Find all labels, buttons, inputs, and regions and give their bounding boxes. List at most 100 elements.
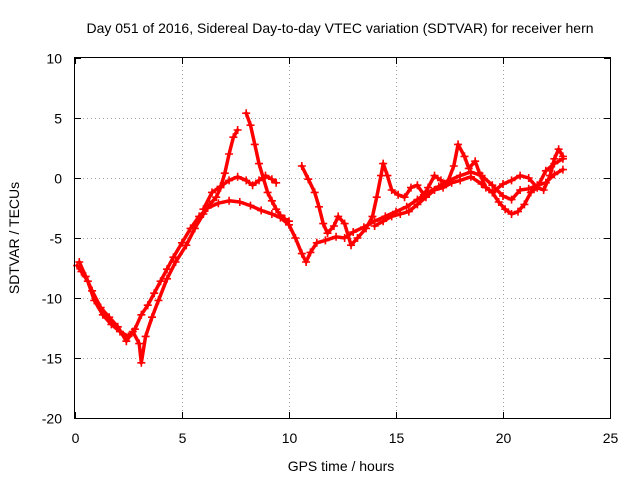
data-point bbox=[488, 181, 497, 190]
data-point bbox=[285, 217, 293, 226]
x-tick-label: 5 bbox=[179, 430, 187, 446]
data-point bbox=[349, 228, 358, 236]
series-line bbox=[75, 167, 565, 339]
data-point bbox=[263, 188, 272, 197]
data-point bbox=[520, 200, 529, 209]
series-line bbox=[77, 128, 240, 365]
data-point bbox=[539, 186, 548, 194]
data-point bbox=[372, 193, 381, 202]
data-point bbox=[439, 183, 448, 192]
data-point bbox=[128, 327, 137, 336]
data-point bbox=[466, 172, 475, 181]
data-point bbox=[267, 175, 276, 184]
data-point bbox=[447, 178, 456, 187]
data-point bbox=[400, 193, 409, 202]
data-point bbox=[421, 193, 430, 202]
data-point bbox=[340, 219, 349, 228]
data-point bbox=[430, 186, 439, 194]
data-point bbox=[413, 200, 422, 209]
data-point bbox=[178, 238, 186, 247]
data-point bbox=[558, 154, 567, 163]
data-point bbox=[526, 188, 535, 197]
y-axis-label: SDTVAR / TECUs bbox=[6, 182, 22, 294]
data-point bbox=[501, 205, 510, 214]
data-point bbox=[113, 322, 122, 331]
chart-title: Day 051 of 2016, Sidereal Day-to-day VTE… bbox=[86, 20, 593, 36]
data-point bbox=[304, 175, 313, 184]
data-point bbox=[163, 274, 172, 283]
data-point bbox=[233, 126, 242, 134]
data-point bbox=[513, 207, 522, 216]
data-point bbox=[250, 140, 259, 149]
data-point bbox=[558, 165, 567, 174]
data-point bbox=[248, 181, 257, 190]
data-point bbox=[259, 174, 268, 182]
data-point bbox=[267, 196, 276, 205]
data-point bbox=[319, 219, 328, 228]
x-tick-label: 0 bbox=[72, 430, 80, 446]
data-point bbox=[449, 162, 458, 170]
data-point bbox=[135, 339, 144, 348]
data-point bbox=[499, 180, 507, 188]
data-point bbox=[297, 249, 306, 258]
data-point bbox=[362, 224, 371, 233]
y-tick-label: -20 bbox=[42, 411, 62, 427]
data-point bbox=[460, 152, 469, 161]
data-point bbox=[212, 193, 221, 202]
data-point bbox=[323, 229, 332, 238]
data-point bbox=[207, 188, 216, 197]
data-point bbox=[267, 210, 276, 218]
data-point bbox=[229, 133, 238, 142]
data-point bbox=[272, 205, 281, 214]
data-point bbox=[456, 176, 465, 185]
data-point bbox=[137, 310, 146, 319]
data-point bbox=[430, 171, 439, 180]
data-point bbox=[471, 157, 480, 166]
data-point bbox=[379, 217, 388, 226]
data-point bbox=[137, 358, 146, 367]
data-point bbox=[353, 234, 362, 242]
data-point bbox=[246, 201, 255, 210]
data-point bbox=[334, 212, 343, 221]
plot-frame bbox=[74, 57, 611, 419]
data-point bbox=[413, 181, 422, 190]
series-trace-e bbox=[297, 140, 567, 250]
data-point bbox=[163, 265, 172, 274]
data-point bbox=[88, 286, 97, 295]
x-tick-label: 10 bbox=[282, 430, 298, 446]
data-point bbox=[475, 169, 484, 178]
data-point bbox=[81, 272, 90, 281]
data-point bbox=[516, 186, 525, 194]
series-trace-f bbox=[370, 154, 567, 230]
data-point bbox=[242, 109, 251, 118]
data-point bbox=[533, 183, 542, 192]
data-point bbox=[404, 207, 413, 216]
data-point bbox=[546, 171, 555, 180]
x-tick-label: 15 bbox=[389, 430, 405, 446]
series-trace-b bbox=[75, 126, 242, 367]
data-point bbox=[454, 140, 463, 149]
data-point bbox=[280, 214, 289, 223]
data-point bbox=[321, 236, 330, 245]
data-point bbox=[220, 169, 229, 178]
series-line bbox=[300, 142, 565, 247]
data-point bbox=[310, 188, 319, 197]
data-point bbox=[516, 171, 525, 180]
data-point bbox=[464, 164, 473, 173]
data-point bbox=[255, 176, 264, 185]
data-point bbox=[477, 180, 486, 188]
grid bbox=[75, 58, 610, 418]
y-tick-label: 5 bbox=[54, 111, 62, 127]
data-point bbox=[216, 182, 225, 191]
data-point bbox=[507, 210, 516, 218]
data-point bbox=[368, 212, 377, 221]
data-point bbox=[242, 176, 251, 185]
data-point bbox=[225, 176, 234, 185]
data-point bbox=[235, 198, 244, 206]
data-point bbox=[347, 241, 356, 250]
data-point bbox=[257, 206, 266, 215]
data-point bbox=[297, 162, 306, 170]
series-trace-c bbox=[199, 171, 281, 214]
data-point bbox=[302, 258, 311, 266]
